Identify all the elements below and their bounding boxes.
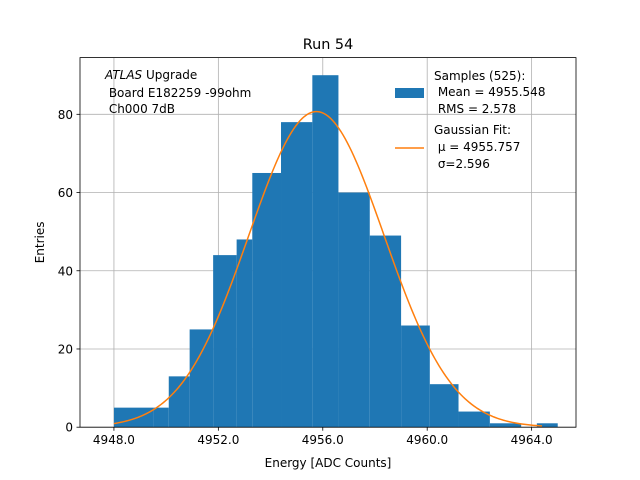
x-tick-label: 4952.0 (197, 433, 239, 447)
y-tick-label: 60 (58, 186, 73, 200)
histogram-bar (536, 423, 558, 428)
legend-samples-line-2: Mean = 4955.548 (434, 85, 545, 99)
histogram-bar (236, 239, 253, 428)
histogram-bar (252, 172, 282, 428)
legend-samples-swatch (395, 88, 424, 98)
histogram-bar (429, 384, 459, 428)
histogram-bar (369, 235, 402, 428)
gaussian-fit-curve (113, 110, 543, 427)
y-axis-label: Entries (33, 222, 47, 264)
legend-fit-line-1: Gaussian Fit: (434, 123, 511, 137)
y-tick-label: 0 (65, 421, 73, 435)
legend-samples-line-3: RMS = 2.578 (434, 102, 516, 116)
histogram-bar (401, 325, 430, 428)
y-tick-label: 20 (58, 342, 73, 356)
histogram-bar (458, 411, 490, 428)
legend-fit-line-3: σ=2.596 (434, 157, 490, 171)
legend-fit-line-2: μ = 4955.757 (434, 140, 520, 154)
legend-samples-line-1: Samples (525): (434, 69, 525, 83)
plot-frame (79, 57, 577, 428)
x-tick-label: 4956.0 (302, 433, 344, 447)
upgrade-label: Upgrade (142, 68, 197, 82)
histogram-bar (213, 255, 237, 428)
annotation-line-3: Ch000 7dB (105, 102, 175, 116)
annotation-box: ATLAS Upgrade Board E182259 -99ohm Ch000… (104, 68, 251, 116)
x-axis-ticks: 4948.0 4952.0 4956.0 4960.0 4964.0 (93, 427, 553, 447)
histogram-bar (281, 122, 313, 428)
histogram-bar (338, 192, 370, 428)
x-axis-label: Energy [ADC Counts] (265, 456, 392, 470)
histogram-bars (113, 75, 558, 428)
x-tick-label: 4948.0 (93, 433, 135, 447)
histogram-bar (189, 329, 214, 428)
histogram-bar (312, 75, 339, 428)
x-tick-label: 4960.0 (406, 433, 448, 447)
histogram-bar (168, 376, 190, 428)
legend: Samples (525): Mean = 4955.548 RMS = 2.5… (395, 69, 545, 171)
y-tick-label: 40 (58, 264, 73, 278)
annotation-line-2: Board E182259 -99ohm (105, 86, 251, 100)
histogram-bar (489, 423, 522, 428)
annotation-line-1: ATLAS Upgrade (104, 68, 197, 82)
y-axis-ticks: 0 20 40 60 80 (58, 108, 80, 435)
y-tick-label: 80 (58, 108, 73, 122)
chart-title: Run 54 (303, 37, 353, 53)
histogram-bar (153, 407, 169, 428)
atlas-label: ATLAS (104, 68, 143, 82)
x-tick-label: 4964.0 (511, 433, 553, 447)
histogram-bar (113, 407, 154, 428)
